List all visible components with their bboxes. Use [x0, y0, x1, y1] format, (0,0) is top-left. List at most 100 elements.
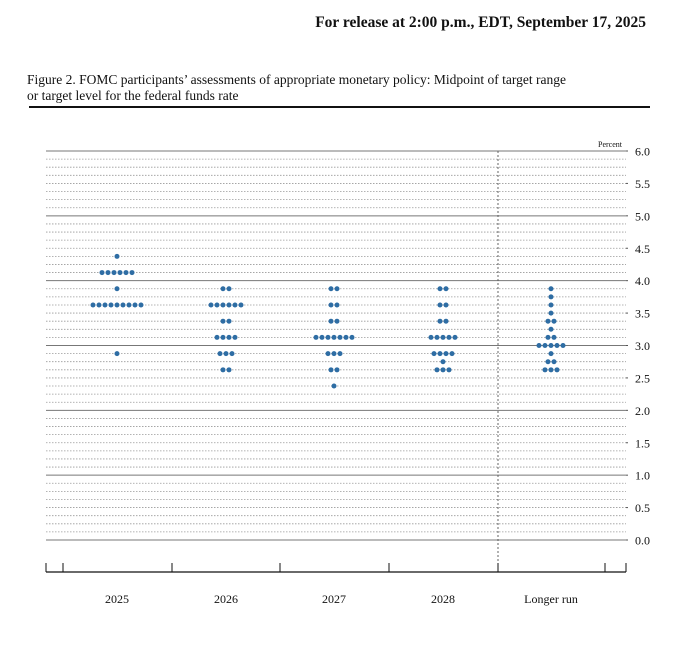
participant-dot	[102, 302, 108, 308]
caption-rule	[29, 106, 650, 108]
participant-dot	[214, 302, 220, 308]
participant-dot	[226, 302, 232, 308]
participant-dot	[319, 334, 325, 340]
participant-dot	[440, 367, 446, 373]
release-notice: For release at 2:00 p.m., EDT, September…	[315, 14, 646, 31]
participant-dot	[220, 318, 226, 324]
participant-dot	[108, 302, 114, 308]
participant-dot	[551, 359, 557, 365]
participant-dot	[437, 286, 443, 292]
caption-line-1: Figure 2. FOMC participants’ assessments…	[27, 72, 567, 87]
participant-dot	[548, 302, 554, 308]
participant-dot	[337, 334, 343, 340]
participant-dot	[443, 318, 449, 324]
participant-dot	[449, 351, 455, 357]
participant-dot	[220, 334, 226, 340]
participant-dot	[337, 351, 343, 357]
y-tick-label: 0.0	[635, 534, 650, 548]
participant-dot	[226, 367, 232, 373]
y-tick-label: 1.0	[635, 469, 650, 483]
participant-dot	[551, 318, 557, 324]
participant-dot	[548, 351, 554, 357]
participant-dot	[111, 270, 117, 276]
participant-dot	[220, 367, 226, 373]
participant-dot	[428, 334, 434, 340]
participant-dot	[548, 367, 554, 373]
participant-dot	[105, 270, 111, 276]
participant-dot	[437, 302, 443, 308]
participant-dot	[325, 351, 331, 357]
participant-dot	[226, 286, 232, 292]
participant-dot	[545, 334, 551, 340]
participant-dot	[334, 367, 340, 373]
participant-dot	[238, 302, 244, 308]
participant-dot	[434, 334, 440, 340]
x-category-label: 2026	[214, 592, 238, 606]
y-unit-label: Percent	[598, 140, 623, 149]
participant-dot	[446, 367, 452, 373]
y-tick-label: 2.5	[635, 371, 650, 385]
y-tick-label: 0.5	[635, 501, 650, 515]
participant-dot	[99, 270, 105, 276]
participant-dot	[217, 351, 223, 357]
participant-dot	[349, 334, 355, 340]
y-tick-label: 5.0	[635, 209, 650, 223]
participant-dot	[331, 383, 337, 389]
participant-dot	[343, 334, 349, 340]
participant-dot	[548, 294, 554, 300]
participant-dot	[114, 302, 120, 308]
x-category-label: 2027	[322, 592, 346, 606]
participant-dot	[331, 334, 337, 340]
participant-dot	[117, 270, 123, 276]
participant-dot	[232, 334, 238, 340]
participant-dot	[325, 334, 331, 340]
y-tick-label: 6.0	[635, 145, 650, 159]
participant-dot	[328, 302, 334, 308]
participant-dot	[214, 334, 220, 340]
participant-dot	[334, 318, 340, 324]
participant-dot	[123, 270, 129, 276]
participant-dot	[440, 334, 446, 340]
participant-dot	[334, 302, 340, 308]
y-tick-label: 3.5	[635, 307, 650, 321]
participant-dot	[132, 302, 138, 308]
participant-dot	[129, 270, 135, 276]
participant-dot	[542, 343, 548, 348]
participant-dot	[334, 286, 340, 292]
participant-dot	[313, 334, 319, 340]
participant-dot	[114, 286, 120, 292]
participant-dot	[440, 359, 446, 365]
participant-dot	[120, 302, 126, 308]
participant-dot	[443, 351, 449, 357]
participant-dot	[554, 343, 560, 348]
participant-dot	[443, 302, 449, 308]
participant-dot	[328, 367, 334, 373]
participant-dot	[548, 286, 554, 292]
participant-dot	[208, 302, 214, 308]
y-tick-label: 4.5	[635, 242, 650, 256]
participant-dot	[443, 286, 449, 292]
participant-dot	[223, 351, 229, 357]
participant-dot	[548, 326, 554, 332]
participant-dot	[437, 318, 443, 324]
participant-dot	[431, 351, 437, 357]
participant-dot	[138, 302, 144, 308]
participant-dot	[437, 351, 443, 357]
participant-dot	[560, 343, 566, 348]
participant-dot	[328, 318, 334, 324]
participant-dot	[96, 302, 102, 308]
participant-dot	[548, 310, 554, 316]
participant-dot	[331, 351, 337, 357]
participant-dot	[114, 253, 120, 259]
participant-dot	[232, 302, 238, 308]
y-tick-label: 2.0	[635, 404, 650, 418]
participant-dot	[90, 302, 96, 308]
y-tick-label: 5.5	[635, 177, 650, 191]
y-tick-label: 1.5	[635, 436, 650, 450]
participant-dot	[554, 367, 560, 373]
participant-dot	[114, 351, 120, 357]
participant-dot	[551, 334, 557, 340]
x-category-label: 2025	[105, 592, 129, 606]
x-category-label: 2028	[431, 592, 455, 606]
